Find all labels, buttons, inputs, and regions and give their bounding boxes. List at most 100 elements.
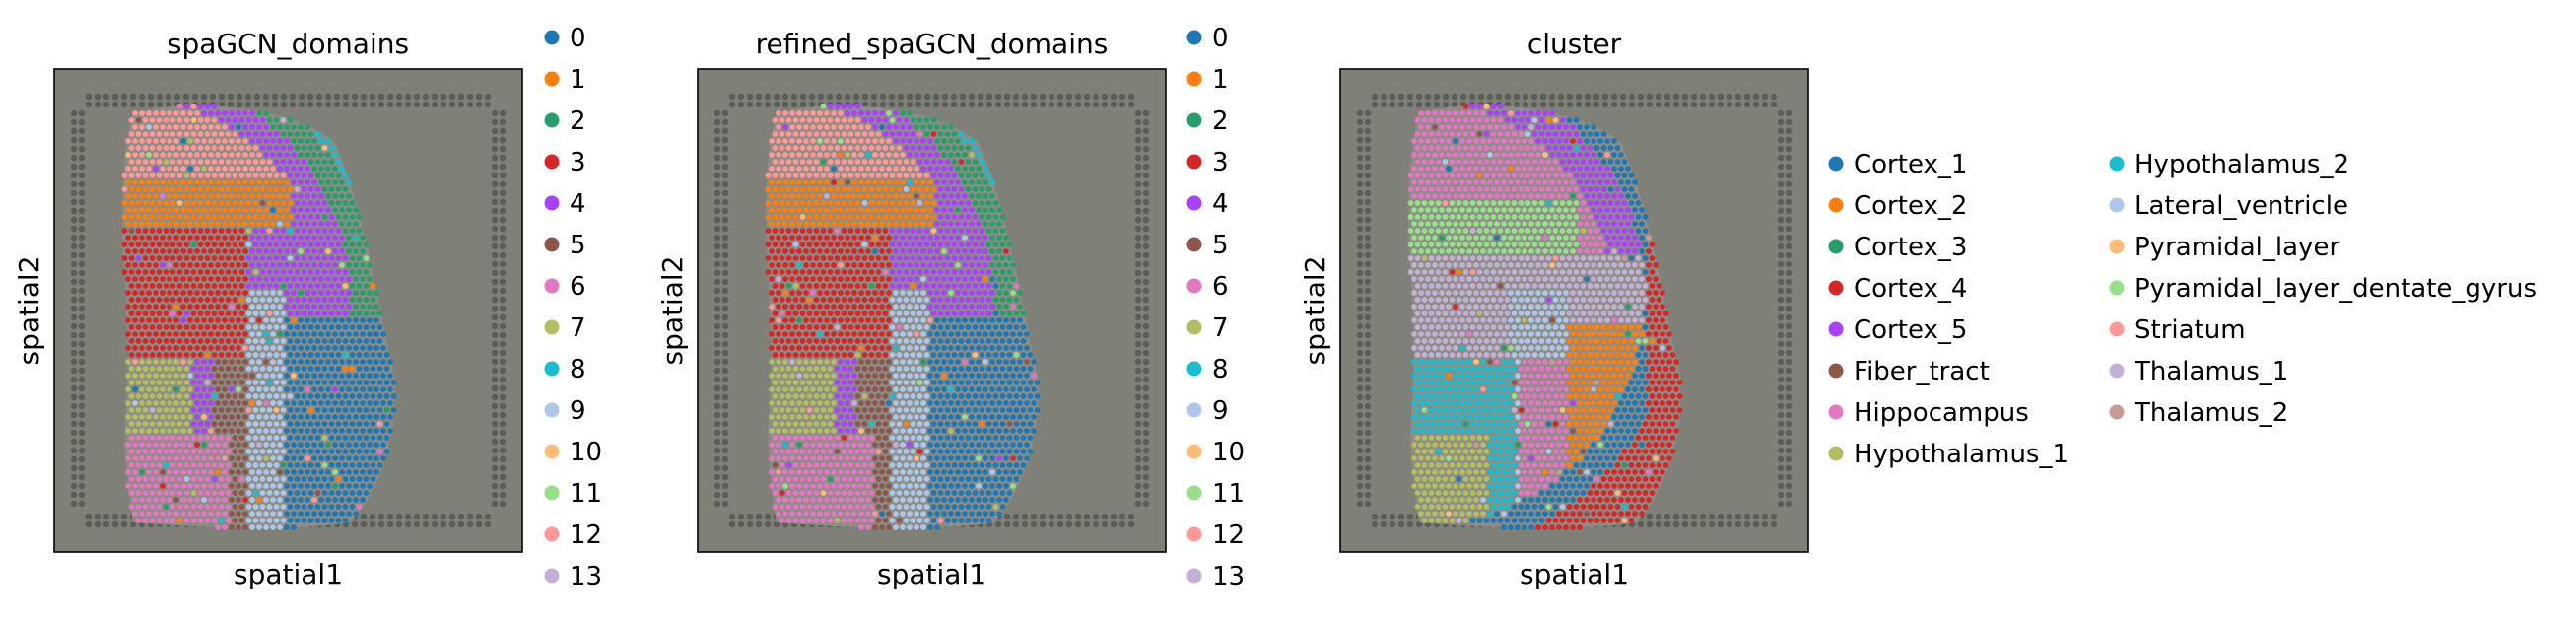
spot xyxy=(167,497,172,503)
spot xyxy=(782,290,788,296)
spot xyxy=(851,166,857,172)
spot xyxy=(305,414,310,420)
spot xyxy=(232,145,238,151)
spot xyxy=(342,173,349,178)
spot xyxy=(941,262,947,268)
spot xyxy=(1466,124,1472,130)
spot xyxy=(827,214,834,220)
spot xyxy=(1545,242,1552,247)
spot xyxy=(889,462,896,468)
spot xyxy=(132,511,138,517)
spot xyxy=(222,179,228,185)
spot xyxy=(339,345,345,351)
spot xyxy=(1497,214,1504,220)
spot xyxy=(845,497,850,503)
spot xyxy=(875,490,882,496)
spot xyxy=(238,297,245,303)
spot xyxy=(927,179,933,185)
spot xyxy=(999,380,1006,385)
spot xyxy=(321,283,328,289)
spot xyxy=(263,359,269,365)
spot xyxy=(810,166,816,172)
spot xyxy=(160,317,166,323)
spot xyxy=(349,490,356,496)
spot xyxy=(1480,110,1486,116)
spot xyxy=(349,435,356,441)
spot xyxy=(190,504,197,510)
spot xyxy=(1522,110,1527,116)
spot xyxy=(318,386,324,392)
spot xyxy=(242,276,248,282)
spot xyxy=(367,290,373,296)
spot xyxy=(806,476,813,482)
spot xyxy=(1418,166,1424,172)
spot xyxy=(1563,138,1569,144)
spot xyxy=(789,497,795,503)
spot xyxy=(875,476,882,482)
spot xyxy=(845,166,850,172)
spot xyxy=(291,428,297,434)
spot xyxy=(886,262,892,268)
spot xyxy=(353,317,359,323)
spot xyxy=(1428,228,1435,234)
spot xyxy=(1587,186,1593,192)
spot xyxy=(311,511,317,517)
spot xyxy=(291,276,297,282)
spot xyxy=(242,138,248,144)
spot xyxy=(861,297,868,303)
spot xyxy=(252,311,259,316)
spot xyxy=(958,159,965,165)
legend-label-1: 1 xyxy=(570,65,586,95)
spot xyxy=(342,228,349,234)
spot xyxy=(305,455,310,461)
spot xyxy=(197,200,204,206)
spot xyxy=(989,455,995,461)
spot xyxy=(367,414,373,420)
spot xyxy=(328,159,335,165)
spot xyxy=(314,518,321,523)
spot xyxy=(194,373,200,379)
spot xyxy=(772,462,779,468)
spot xyxy=(291,166,297,172)
spot xyxy=(169,131,176,137)
spot xyxy=(194,110,200,116)
spot xyxy=(875,324,882,330)
spot xyxy=(1421,200,1428,206)
spot xyxy=(1525,186,1531,192)
spot xyxy=(218,490,225,496)
spot xyxy=(1017,428,1023,434)
spot xyxy=(772,242,779,247)
spot xyxy=(163,297,169,303)
spot xyxy=(920,373,926,379)
spot xyxy=(236,359,241,365)
spot xyxy=(951,421,958,427)
spot xyxy=(332,442,338,448)
spot xyxy=(910,145,916,151)
spot xyxy=(1597,235,1603,241)
spot xyxy=(858,455,864,461)
spot xyxy=(962,290,968,296)
spot xyxy=(280,131,287,137)
spot xyxy=(135,449,142,454)
spot xyxy=(204,255,211,261)
spot xyxy=(1618,193,1624,199)
spot xyxy=(941,317,947,323)
spot xyxy=(858,124,864,130)
spot xyxy=(318,483,324,489)
spot xyxy=(948,359,954,365)
spot xyxy=(813,490,820,496)
spot xyxy=(779,324,785,330)
spot xyxy=(893,442,899,448)
spot xyxy=(1003,386,1009,392)
spot xyxy=(1522,179,1527,185)
spot xyxy=(879,179,885,185)
spot xyxy=(1511,200,1518,206)
spot xyxy=(1459,221,1465,227)
spot xyxy=(1483,214,1490,220)
legend-label-12: 12 xyxy=(1212,520,1245,550)
spot xyxy=(263,124,269,130)
spot xyxy=(810,207,816,213)
spot xyxy=(893,317,899,323)
spot xyxy=(225,145,232,151)
spot xyxy=(916,311,923,316)
